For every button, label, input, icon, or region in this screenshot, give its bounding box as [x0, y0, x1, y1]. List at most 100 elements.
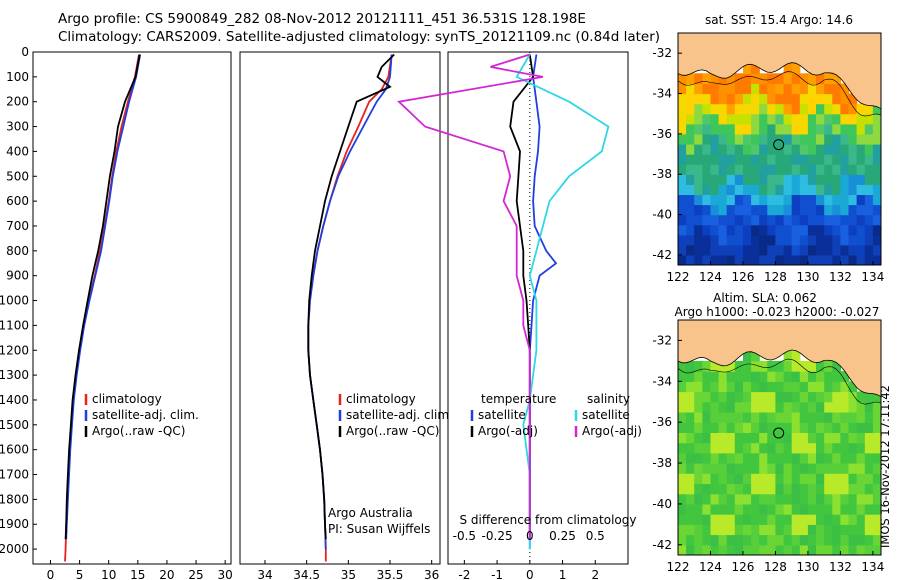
map-cell — [783, 73, 793, 84]
map-cell — [726, 93, 736, 105]
x-tick-label: -2 — [458, 568, 470, 580]
map-cell — [856, 544, 866, 555]
map-cell — [775, 422, 785, 433]
map-cell — [734, 184, 744, 195]
map-cell — [678, 93, 687, 105]
top-axis-label: S difference from climatology — [460, 513, 637, 527]
map-cell — [678, 154, 687, 165]
map-cell — [718, 360, 728, 372]
map-cell — [743, 452, 752, 464]
map-cell — [856, 234, 866, 246]
map-cell — [824, 244, 833, 256]
map-cell — [702, 534, 712, 546]
map-cell — [864, 184, 874, 195]
map-cell — [759, 254, 768, 265]
map-cell — [767, 123, 776, 135]
y-tick-label: -34 — [652, 87, 672, 101]
map-cell — [751, 144, 760, 155]
map-cell — [791, 514, 801, 525]
map-cell — [718, 174, 728, 185]
map-cell — [791, 401, 801, 413]
map-cell — [840, 174, 850, 185]
map-cell — [726, 83, 736, 95]
map-cell — [702, 123, 712, 135]
map-cell — [775, 174, 785, 185]
map-cell — [767, 534, 776, 546]
map-subtitle: Argo h1000: -0.023 h2000: -0.027 — [675, 305, 880, 319]
map-cell — [694, 503, 703, 515]
map-cell — [799, 534, 809, 546]
map-cell — [783, 194, 793, 206]
x-tick-label: 30 — [218, 568, 233, 580]
map-cell — [856, 514, 866, 525]
map-cell — [872, 113, 881, 125]
map-cell — [734, 234, 744, 246]
map-cell — [702, 463, 712, 474]
map-cell — [702, 174, 712, 185]
map-cell — [710, 144, 720, 155]
y-tick-label: 1400 — [0, 393, 29, 407]
map-cell — [710, 164, 720, 175]
map-cell — [710, 514, 720, 525]
map-cell — [726, 371, 736, 382]
map-cell — [840, 144, 850, 155]
map-cell — [807, 422, 817, 433]
map-cell — [678, 544, 687, 555]
map-cell — [743, 534, 752, 546]
map-cell — [726, 73, 736, 84]
map-cell — [832, 534, 841, 546]
map-cell — [832, 401, 841, 413]
map-cell — [848, 524, 858, 536]
map-cell — [734, 224, 744, 236]
map-cell — [775, 234, 785, 246]
argo-position-marker — [773, 427, 785, 439]
x-tick-label: 122 — [667, 270, 690, 284]
map-cell — [775, 154, 785, 165]
map-cell — [751, 154, 760, 165]
map-cell — [816, 432, 825, 444]
map-cell — [824, 473, 833, 485]
map-cell — [807, 381, 817, 393]
map-cell — [726, 514, 736, 525]
map-cell — [832, 224, 841, 236]
map-cell — [718, 463, 728, 474]
map-cell — [678, 144, 687, 155]
map-cell — [767, 432, 776, 444]
x-tick-label: 20 — [159, 568, 174, 580]
map-cell — [783, 544, 793, 555]
map-cell — [856, 442, 866, 454]
map-cell — [856, 194, 866, 206]
map-cell — [678, 422, 687, 433]
map-cell — [726, 194, 736, 206]
map-cell — [686, 244, 695, 256]
map-cell — [864, 113, 874, 125]
y-tick-label: 2000 — [0, 542, 29, 556]
map-cell — [775, 503, 785, 515]
map-cell — [799, 214, 809, 226]
y-tick-label: -34 — [652, 374, 672, 388]
map-cell — [799, 113, 809, 125]
map-cell — [726, 184, 736, 195]
map-cell — [686, 123, 695, 135]
series-line-satellite-adj--clim- — [65, 54, 142, 540]
map-cell — [710, 103, 720, 115]
map-cell — [702, 224, 712, 236]
map-cell — [751, 514, 760, 525]
map-cell — [743, 514, 752, 525]
map-cell — [767, 204, 776, 216]
map-cell — [678, 452, 687, 464]
map-cell — [775, 493, 785, 505]
map-cell — [726, 544, 736, 555]
map-cell — [840, 254, 850, 265]
map-cell — [759, 442, 768, 454]
map-cell — [767, 493, 776, 505]
map-cell — [783, 483, 793, 495]
map-cell — [726, 463, 736, 474]
map-cell — [872, 514, 881, 525]
y-tick-label: 1600 — [0, 443, 29, 457]
map-cell — [840, 483, 850, 495]
map-cell — [686, 214, 695, 226]
map-cell — [824, 544, 833, 555]
map-cell — [840, 524, 850, 536]
map-cell — [807, 214, 817, 226]
